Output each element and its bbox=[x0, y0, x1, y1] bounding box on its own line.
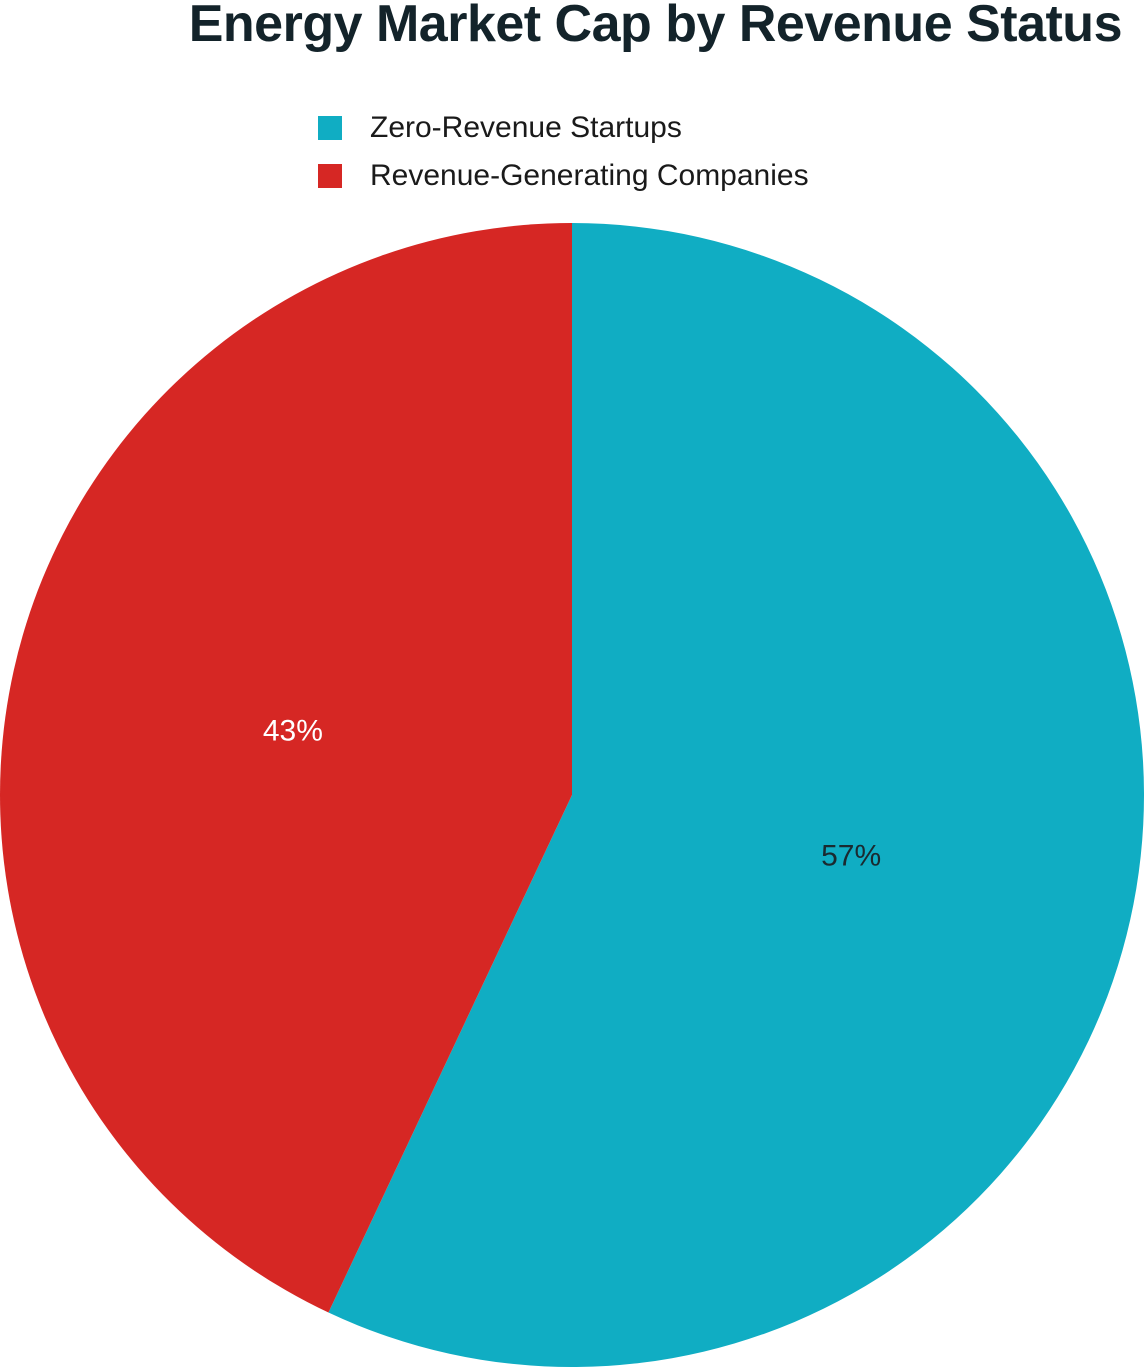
chart-title: Energy Market Cap by Revenue Status bbox=[188, 0, 1123, 53]
legend-item-revenue-generating[interactable]: Revenue-Generating Companies bbox=[318, 152, 809, 200]
pie-slice-zero-revenue[interactable] bbox=[328, 223, 1144, 1367]
legend-label-revenue-generating: Revenue-Generating Companies bbox=[370, 159, 809, 192]
legend-swatch-zero-revenue bbox=[318, 116, 342, 140]
legend: Zero-Revenue Startups Revenue-Generating… bbox=[318, 104, 809, 200]
slice-label-revenue-generating: 43% bbox=[263, 715, 323, 748]
pie-slice-revenue-generating[interactable] bbox=[0, 223, 572, 1313]
legend-swatch-revenue-generating bbox=[318, 164, 342, 188]
legend-label-zero-revenue: Zero-Revenue Startups bbox=[370, 111, 682, 144]
legend-item-zero-revenue[interactable]: Zero-Revenue Startups bbox=[318, 104, 809, 152]
slice-label-zero-revenue: 57% bbox=[821, 839, 881, 872]
